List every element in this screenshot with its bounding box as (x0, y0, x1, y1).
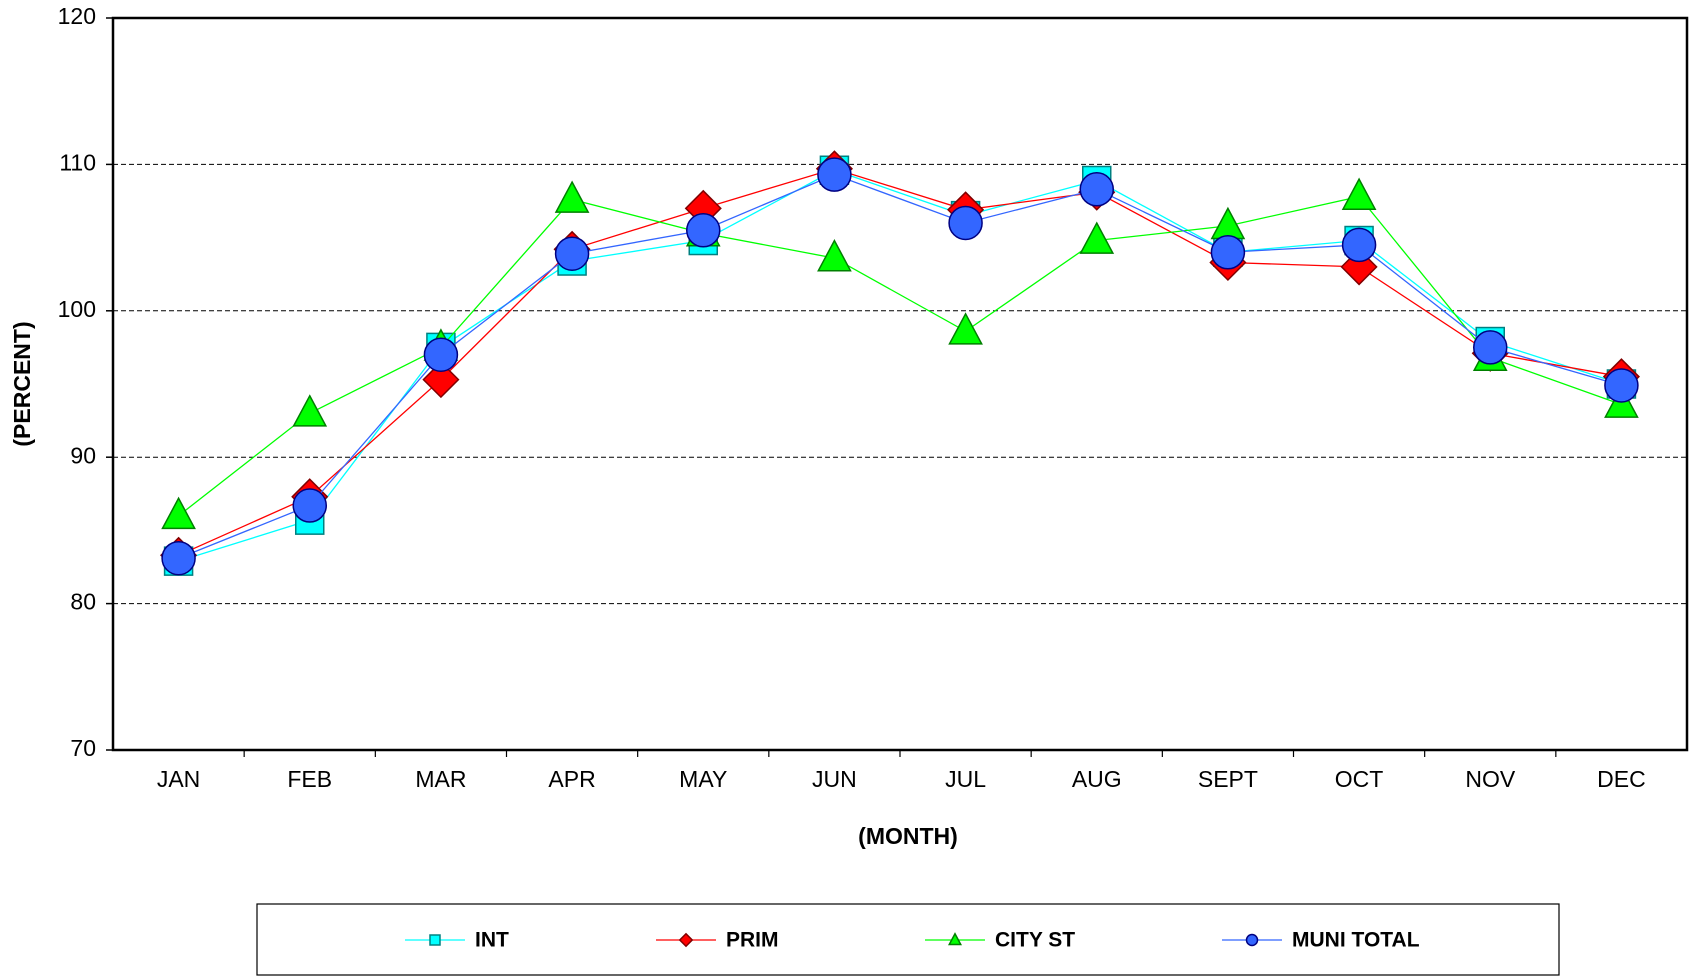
data-point (161, 496, 196, 530)
x-tick-label: MAY (679, 766, 727, 792)
data-point (948, 205, 983, 241)
data-point (1210, 234, 1246, 270)
data-point (554, 180, 590, 213)
x-tick-label: APR (548, 766, 595, 792)
x-tick-label: AUG (1072, 766, 1122, 792)
data-point (422, 361, 460, 399)
legend-marker (1245, 933, 1259, 947)
data-point (423, 337, 459, 372)
x-tick-label: JAN (157, 766, 200, 792)
x-tick-label: JUL (945, 766, 986, 792)
data-point (1341, 177, 1377, 210)
y-tick-label: 80 (70, 589, 96, 615)
x-axis-label: (MONTH) (858, 823, 958, 849)
x-tick-label: OCT (1335, 766, 1384, 792)
y-tick-label: 90 (70, 442, 96, 468)
legend-label: MUNI TOTAL (1292, 929, 1420, 952)
y-tick-label: 100 (58, 296, 96, 322)
legend (256, 903, 1560, 976)
y-tick-label: 120 (58, 3, 96, 29)
data-point (161, 540, 196, 576)
y-axis-label: (PERCENT) (9, 321, 35, 446)
data-point (948, 312, 983, 345)
y-tick-label: 70 (70, 735, 96, 761)
legend-label: PRIM (726, 929, 779, 952)
series-line (178, 173, 1622, 559)
x-tick-label: DEC (1597, 766, 1646, 792)
data-point (1473, 330, 1508, 365)
x-tick-label: FEB (287, 766, 332, 792)
legend-label: CITY ST (995, 929, 1075, 952)
data-point (292, 488, 327, 523)
x-tick-label: NOV (1465, 766, 1516, 792)
data-point (1079, 172, 1114, 207)
series-line (178, 195, 1622, 517)
data-point (1604, 368, 1639, 403)
legend-marker (678, 932, 694, 948)
data-point (686, 213, 721, 248)
y-tick-label: 110 (59, 149, 96, 175)
data-point (1341, 227, 1377, 263)
x-tick-label: MAR (415, 766, 466, 792)
data-point (1079, 221, 1115, 254)
legend-marker (947, 932, 963, 946)
legend-marker (429, 934, 441, 946)
plot-area (111, 16, 1689, 752)
x-tick-label: SEPT (1198, 766, 1258, 792)
data-point (554, 236, 590, 271)
x-tick-label: JUN (812, 766, 857, 792)
data-point (817, 157, 852, 192)
series-line (178, 168, 1622, 556)
legend-label: INT (475, 929, 509, 952)
data-point (292, 394, 328, 427)
series-line (178, 169, 1622, 562)
data-point (817, 239, 852, 272)
